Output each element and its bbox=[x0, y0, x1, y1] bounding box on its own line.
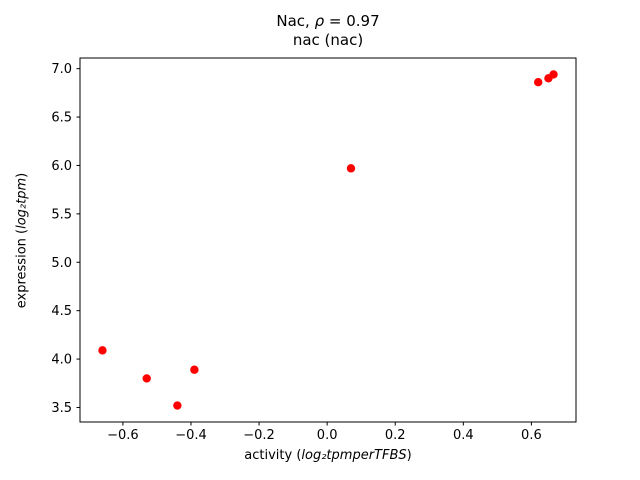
x-tick-label: −0.2 bbox=[243, 428, 275, 443]
x-tick-label: 0.4 bbox=[453, 428, 474, 443]
y-tick-label: 5.0 bbox=[51, 256, 72, 271]
data-point bbox=[534, 78, 543, 87]
chart-title-value: = 0.97 bbox=[324, 12, 380, 30]
data-point bbox=[346, 164, 356, 173]
x-axis-label-close: ) bbox=[406, 448, 412, 463]
chart-title: Nac, ρ = 0.97 bbox=[80, 12, 576, 31]
y-tick-label: 7.0 bbox=[51, 62, 72, 77]
chart-title-block: Nac, ρ = 0.97 nac (nac) bbox=[80, 12, 576, 50]
x-axis-label-math: log₂tpmperTFBS bbox=[301, 448, 407, 463]
data-point bbox=[549, 70, 558, 79]
data-point bbox=[98, 346, 107, 355]
chart-subtitle: nac (nac) bbox=[292, 31, 364, 49]
x-axis-label-text: activity ( bbox=[244, 448, 302, 463]
x-tick-label: −0.4 bbox=[175, 428, 207, 443]
data-point bbox=[173, 401, 182, 410]
y-axis-label-close: ) bbox=[14, 172, 30, 178]
y-axis-label-math: log₂tpm bbox=[14, 177, 30, 229]
y-tick-label: 5.5 bbox=[51, 207, 72, 222]
x-axis-label: activity (log₂tpmperTFBS) bbox=[80, 448, 576, 463]
y-axis-label: expression (log₂tpm) bbox=[15, 131, 30, 351]
y-tick-label: 4.5 bbox=[51, 304, 72, 319]
x-tick-label: −0.6 bbox=[107, 428, 139, 443]
y-tick-label: 6.0 bbox=[51, 159, 72, 174]
x-tick-label: 0.0 bbox=[317, 428, 338, 443]
y-tick-label: 3.5 bbox=[51, 401, 72, 416]
x-tick-label: 0.2 bbox=[385, 428, 406, 443]
y-axis-label-text: expression ( bbox=[14, 228, 30, 309]
rho-symbol: ρ bbox=[314, 12, 325, 30]
x-tick-label: 0.6 bbox=[521, 428, 542, 443]
y-tick-label: 6.5 bbox=[51, 111, 72, 126]
chart-title-text: Nac, bbox=[276, 12, 315, 30]
data-point bbox=[142, 374, 151, 383]
axes-frame bbox=[79, 57, 577, 423]
data-point bbox=[190, 365, 199, 374]
y-tick-label: 4.0 bbox=[51, 353, 72, 368]
